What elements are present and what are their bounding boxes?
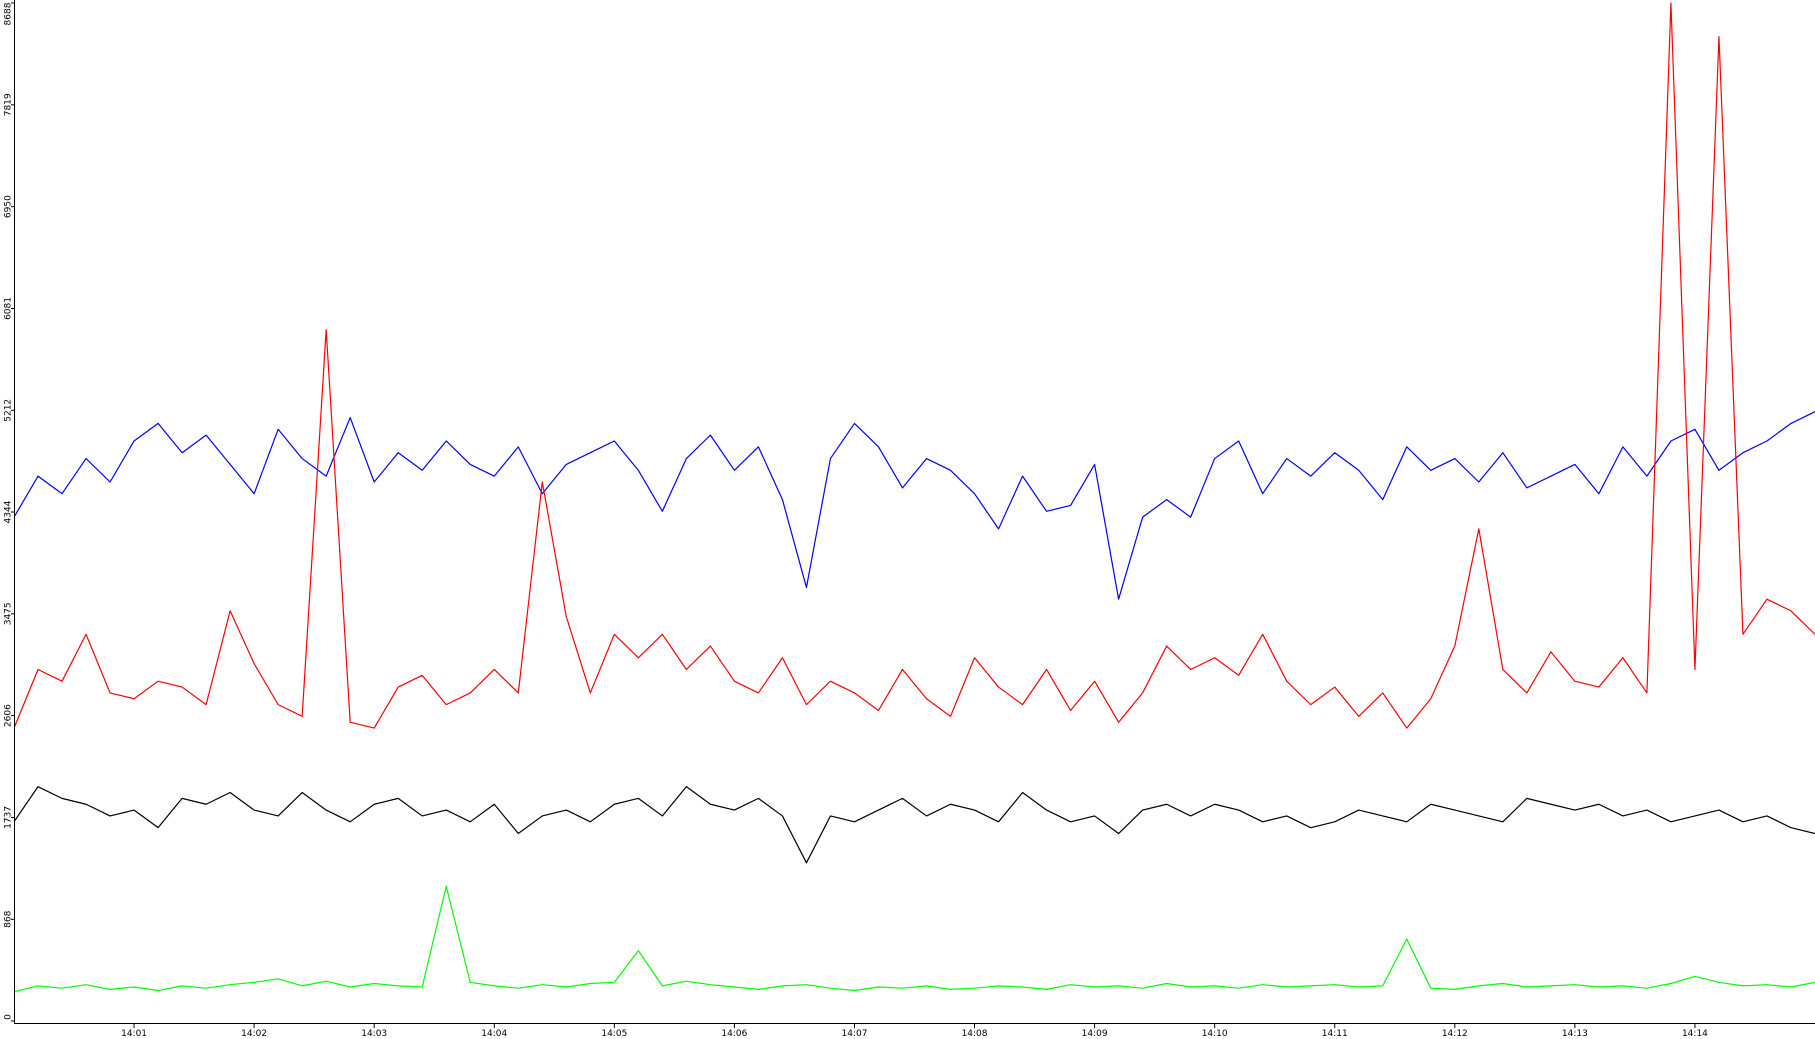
y-tick-label: 6950	[4, 195, 14, 218]
x-tick-label: 14:11	[1322, 1029, 1348, 1039]
x-tick-label: 14:14	[1682, 1029, 1708, 1039]
x-tick-label: 14:02	[241, 1029, 267, 1039]
x-tick-label: 14:04	[481, 1029, 507, 1039]
y-tick-label: 8688	[4, 2, 14, 25]
y-tick-label: 1737	[4, 806, 14, 829]
y-tick-label: 868	[4, 910, 14, 927]
x-tick-label: 14:13	[1562, 1029, 1588, 1039]
series-line	[15, 411, 1815, 600]
x-tick-label: 14:10	[1202, 1029, 1228, 1039]
x-tick-label: 14:01	[121, 1029, 147, 1039]
y-tick-label: 5212	[4, 399, 14, 422]
y-tick-label: 0	[4, 1014, 14, 1020]
plot-area	[15, 2, 1815, 993]
x-tick-label: 14:03	[361, 1029, 387, 1039]
y-tick-label: 6081	[4, 297, 14, 320]
series-line	[15, 885, 1815, 993]
x-tick-label: 14:08	[962, 1029, 988, 1039]
x-tick-label: 14:09	[1082, 1029, 1108, 1039]
series-line	[15, 786, 1815, 864]
y-tick-label: 2606	[4, 704, 14, 727]
x-tick-label: 14:05	[601, 1029, 627, 1039]
y-tick-label: 3475	[4, 602, 14, 625]
x-tick-label: 14:12	[1442, 1029, 1468, 1039]
y-tick-label: 4344	[4, 500, 14, 523]
series-line	[15, 2, 1815, 729]
x-tick-label: 14:06	[721, 1029, 747, 1039]
y-tick-label: 7819	[4, 93, 14, 116]
x-tick-label: 14:07	[841, 1029, 867, 1039]
